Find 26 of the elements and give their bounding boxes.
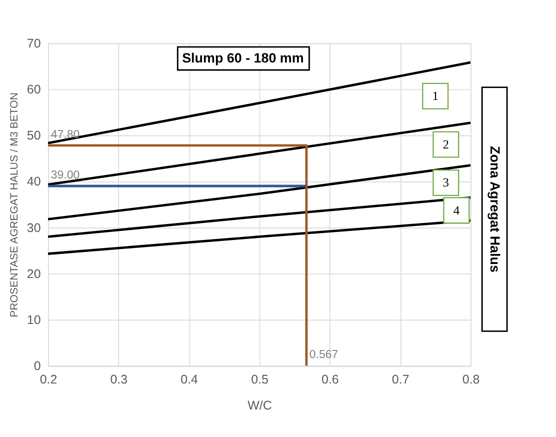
annotation: 47.80	[50, 128, 80, 141]
y-tick-label: 40	[26, 174, 41, 189]
annotation: 39.00	[50, 169, 80, 182]
x-tick-label: 0.6	[322, 372, 339, 387]
annotation: 2	[442, 137, 450, 152]
y-tick-label: 20	[26, 266, 41, 281]
x-tick-label: 0.5	[251, 372, 268, 387]
x-tick-label: 0.3	[110, 372, 128, 387]
annotation: 4	[453, 203, 460, 218]
annotation: 1	[432, 88, 438, 103]
y-tick-label: 60	[26, 82, 41, 97]
x-tick-label: 0.8	[462, 372, 480, 387]
y-tick-label: 50	[26, 128, 41, 143]
x-tick-label: 0.4	[180, 372, 198, 387]
x-tick-label: 0.2	[40, 372, 58, 387]
y-axis-title: PROSENTASE AGREGAT HALUS / M3 BETON	[8, 92, 20, 318]
y-tick-label: 70	[26, 36, 41, 50]
x-axis-title: W/C	[248, 398, 272, 412]
text: Zona Agregat Halus	[488, 146, 503, 272]
text: Slump 60 - 180 mm	[182, 50, 304, 66]
y-tick-label: 30	[26, 220, 41, 235]
y-tick-label: 0	[34, 359, 41, 374]
x-tick-label: 0.7	[392, 372, 410, 387]
annotation: 3	[442, 176, 450, 190]
y-tick-label: 10	[26, 312, 41, 327]
annotation: 0.567	[309, 349, 338, 362]
